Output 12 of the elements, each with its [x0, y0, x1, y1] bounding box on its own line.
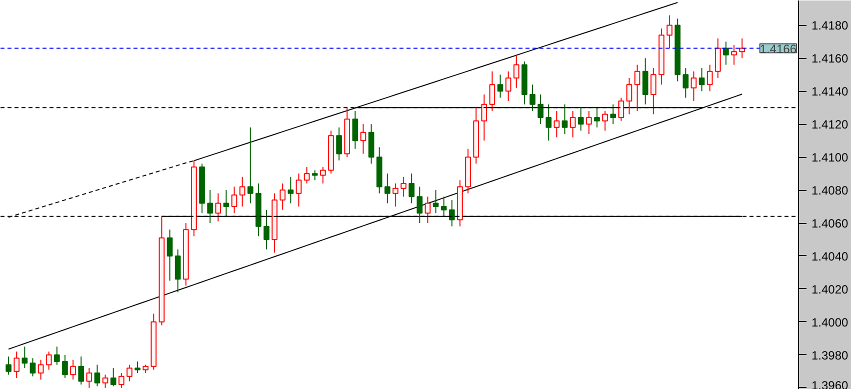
y-tick-label: 1.3980	[812, 348, 849, 362]
y-tick-label: 1.4120	[812, 118, 849, 132]
y-tick-label: 1.4080	[812, 184, 849, 198]
y-tick-label: 1.4020	[812, 282, 849, 296]
y-tick-label: 1.4140	[812, 84, 849, 99]
y-tick-label: 1.4000	[812, 315, 849, 330]
y-tick-label: 1.4040	[812, 249, 849, 264]
y-tick-label: 1.4160	[812, 52, 849, 66]
y-tick-label: 1.4180	[812, 18, 849, 33]
y-tick-label: 1.4100	[812, 150, 849, 165]
ref-line-label: 1.4166	[760, 42, 797, 56]
y-tick-label: 1.4060	[812, 216, 849, 231]
